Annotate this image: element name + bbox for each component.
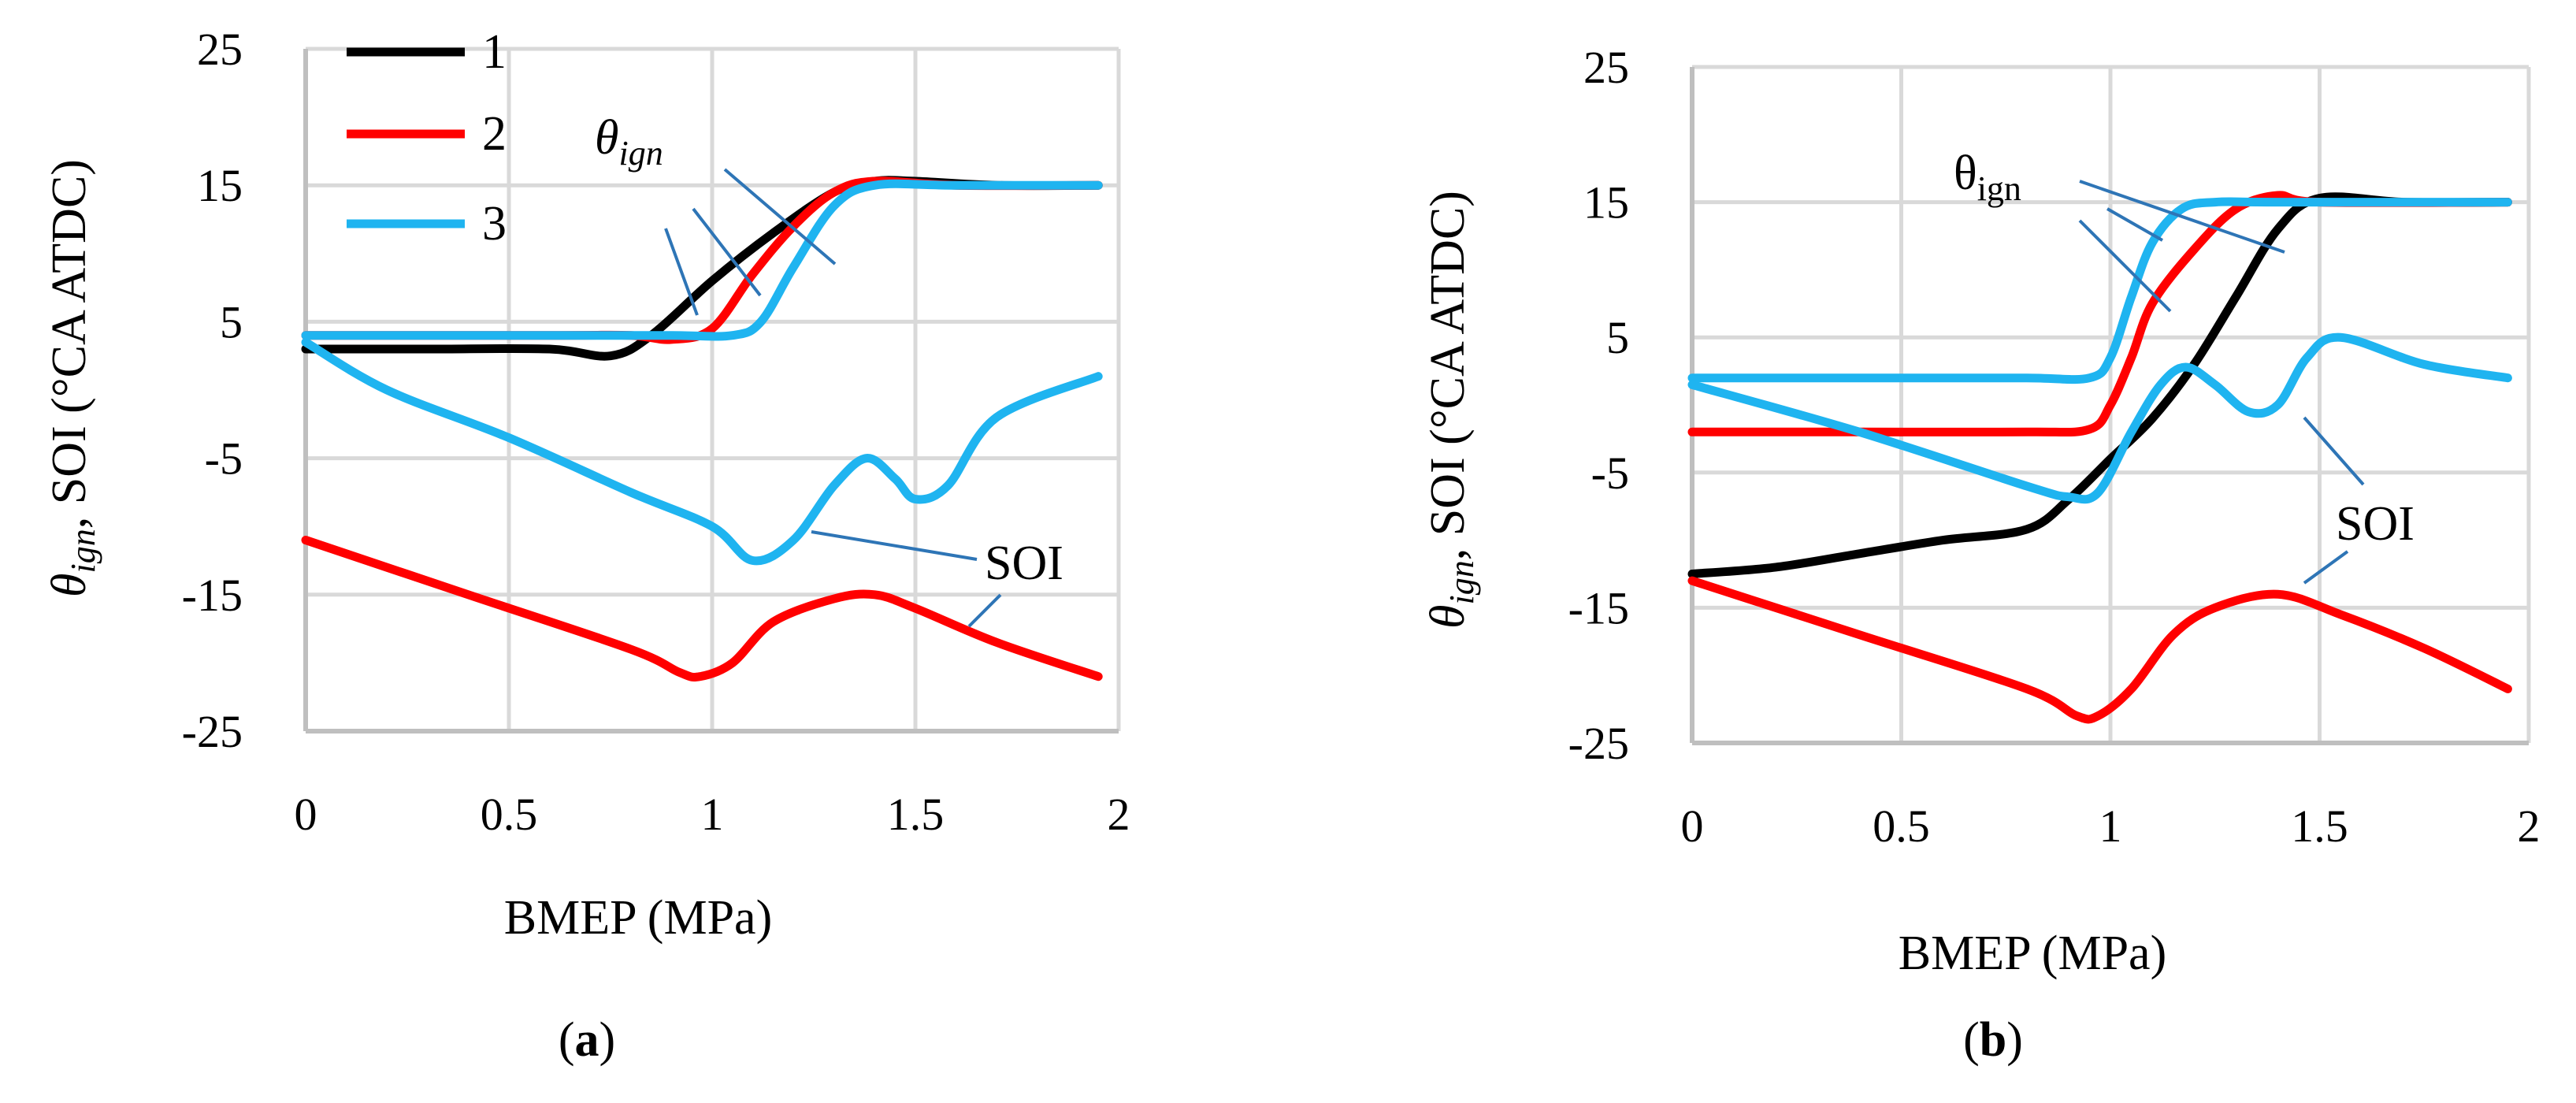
y-tick-label: 25	[1583, 42, 1629, 93]
series-line-2	[1687, 191, 2512, 437]
caption-a-label: a	[575, 1013, 599, 1067]
x-tick-label: 0.5	[481, 789, 538, 840]
x-axis-title-a: BMEP (MPa)	[504, 891, 772, 945]
legend-label-3: 3	[482, 197, 507, 251]
theta-leader-a-3	[723, 168, 837, 266]
gridlines-a	[303, 46, 1121, 733]
series-line-3	[1687, 332, 2512, 504]
caption-a: (a)	[559, 1013, 615, 1067]
caption-a-close: )	[599, 1013, 616, 1067]
theta-ign-label-a-sub: ign	[618, 134, 663, 173]
caption-b: (b)	[1963, 1013, 2023, 1067]
series-line-2	[301, 176, 1103, 344]
x-tick-label: 2	[1108, 789, 1130, 840]
series-line-2	[301, 536, 1103, 682]
series-line-3	[301, 337, 1103, 566]
y-tick-label: 5	[1606, 312, 1629, 363]
theta-leader-b-2	[2106, 207, 2163, 242]
y-tick-label: -25	[182, 706, 243, 757]
soi-leader-a-1	[811, 530, 978, 561]
y-axis-title-b: θign, SOI (°CA ATDC)	[1421, 191, 1481, 629]
x-tick-label: 0	[295, 789, 317, 840]
x-tick-label: 1.5	[2291, 800, 2348, 852]
y-axis-title-sub-a: ign	[64, 529, 102, 573]
y-axis-title-rest-a: , SOI (°CA ATDC)	[43, 159, 96, 529]
theta-leader-b-1	[2079, 180, 2285, 254]
y-tick-label: 25	[197, 24, 243, 75]
series-a	[301, 176, 1103, 682]
legend-label-1: 1	[482, 25, 507, 79]
x-tick-label: 1	[2099, 800, 2122, 852]
caption-b-close: )	[2006, 1013, 2023, 1067]
ticks-b: 25 15 5 -5 -15 -25 0 0.5 1 1.5 2	[1568, 42, 2541, 852]
y-tick-label: 5	[220, 296, 243, 347]
y-axis-title-theta-b: θ	[1421, 604, 1475, 628]
theta-leader-a-2	[692, 207, 762, 297]
x-tick-label: 1	[701, 789, 724, 840]
x-tick-label: 0	[1681, 800, 1704, 852]
caption-b-label: b	[1980, 1013, 2006, 1067]
theta-ign-label-a-base: θ	[595, 111, 618, 165]
x-tick-label: 2	[2518, 800, 2541, 852]
y-tick-label: -5	[205, 433, 243, 485]
y-tick-label: -15	[182, 570, 243, 621]
y-tick-label: 15	[1583, 177, 1629, 228]
y-axis-title-sub-b: ign	[1442, 560, 1481, 604]
x-tick-label: 0.5	[1873, 800, 1930, 852]
ticks-a: 25 15 5 -5 -15 -25 0 0.5 1 1.5 2	[182, 24, 1130, 840]
legend: 1 2 3	[347, 25, 507, 251]
y-tick-label: -5	[1591, 448, 1629, 499]
series-line-3	[301, 179, 1103, 341]
soi-leader-b-2	[2303, 550, 2349, 585]
soi-leader-b-1	[2303, 416, 2365, 486]
y-tick-label: -25	[1568, 718, 1629, 769]
series-b	[1687, 191, 2512, 724]
soi-label-b: SOI	[2336, 497, 2415, 551]
theta-leader-b-3	[2078, 219, 2172, 313]
legend-label-2: 2	[482, 107, 507, 161]
soi-label-a: SOI	[985, 537, 1063, 590]
x-axis-title-b: BMEP (MPa)	[1899, 927, 2166, 980]
x-tick-label: 1.5	[887, 789, 945, 840]
theta-ign-label-b-base: θ	[1954, 147, 1977, 200]
caption-a-open: (	[559, 1013, 575, 1067]
theta-ign-label-b: θign	[1954, 147, 2021, 208]
y-axis-title-theta-a: θ	[43, 573, 96, 596]
soi-leader-a-2	[967, 593, 1002, 628]
y-tick-label: -15	[1568, 582, 1629, 633]
theta-ign-label-a: θign	[595, 111, 663, 173]
theta-leader-a-1	[664, 228, 699, 316]
y-tick-label: 15	[197, 160, 243, 211]
series-line-3	[1687, 197, 2512, 384]
series-line-2	[1687, 576, 2512, 724]
theta-ign-label-b-sub: ign	[1977, 169, 2021, 208]
series-line-1	[301, 176, 1103, 361]
y-axis-title-a: θign, SOI (°CA ATDC)	[43, 159, 102, 597]
y-axis-title-rest-b: , SOI (°CA ATDC)	[1421, 191, 1475, 560]
caption-b-open: (	[1963, 1013, 1980, 1067]
